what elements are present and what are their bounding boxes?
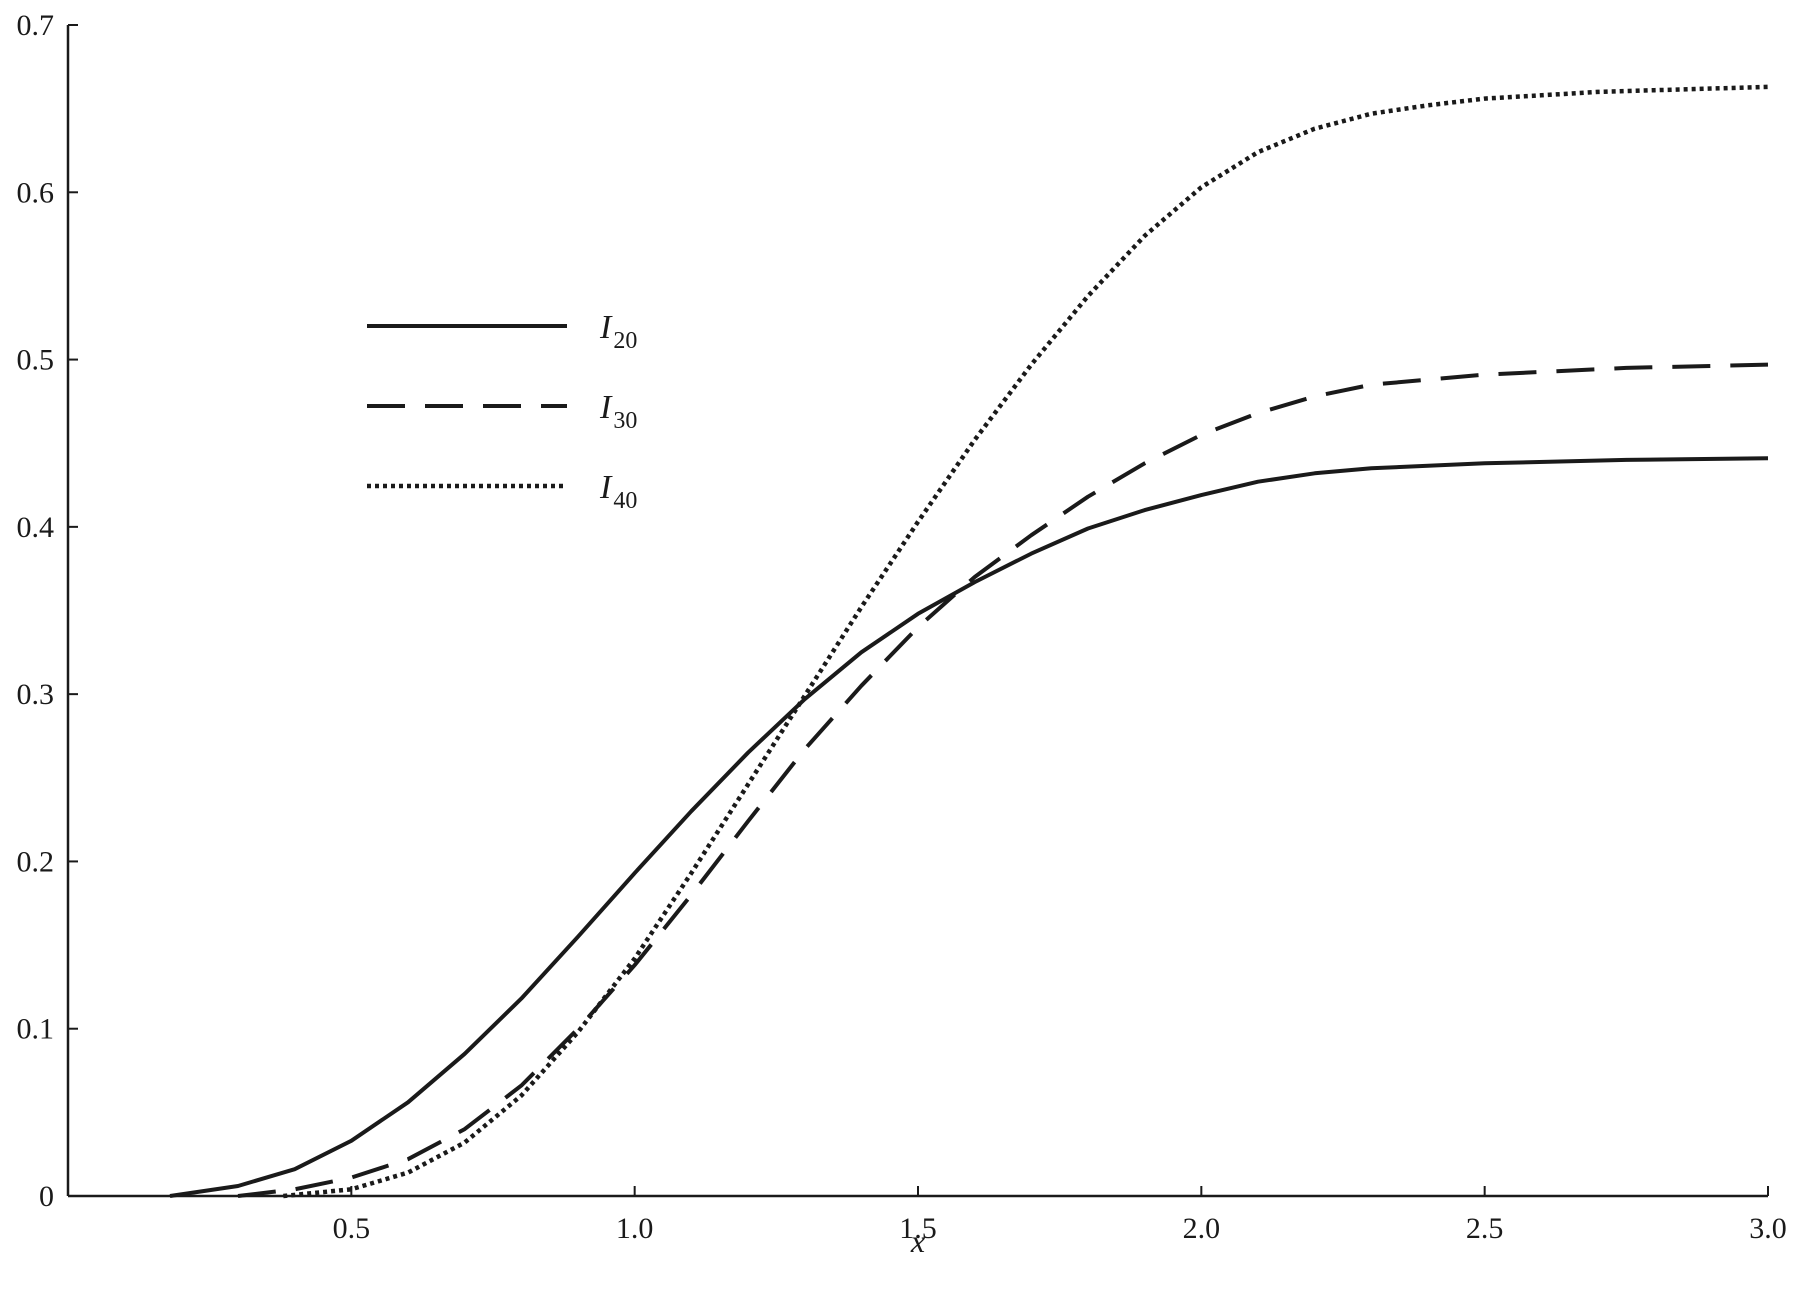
series-line-20 (169, 456, 1769, 1198)
axes (66, 25, 1768, 1198)
legend-label-30: I30 (599, 389, 637, 434)
plot-lines (169, 84, 1769, 1199)
legend-subscript: 40 (613, 488, 637, 514)
series-line-40 (283, 84, 1769, 1199)
legend: I20 I30 I40 (367, 309, 637, 514)
legend-label-20: I20 (599, 309, 637, 354)
x-tick-label: 3.0 (1749, 1212, 1787, 1245)
y-tick-label: 0.2 (17, 845, 55, 878)
x-tick-label: 2.0 (1183, 1212, 1221, 1245)
legend-subscript: 20 (613, 328, 637, 354)
x-tick-label: 0.5 (333, 1212, 371, 1245)
y-tick-label: 0.5 (17, 344, 55, 377)
y-tick-label: 0.1 (17, 1013, 55, 1046)
y-tick-label: 0.7 (17, 9, 55, 42)
y-tick-label: 0.4 (17, 511, 55, 544)
y-tick-label: 0.6 (17, 176, 55, 209)
y-tick-label: 0.3 (17, 678, 55, 711)
y-axis-ticks: 0 0.1 0.2 0.3 0.4 0.5 0.6 0.7 (17, 9, 78, 1213)
series-line-30 (237, 362, 1769, 1198)
x-tick-label: 1.5 (899, 1212, 937, 1245)
legend-subscript: 30 (613, 408, 637, 434)
x-tick-label: 2.5 (1466, 1212, 1504, 1245)
x-axis-ticks: 0.5 1.0 1.5 2.0 2.5 3.0 (333, 1186, 1787, 1245)
x-axis-title: x (910, 1223, 925, 1259)
legend-label-40: I40 (599, 469, 637, 514)
y-tick-label: 0 (39, 1180, 54, 1213)
x-tick-label: 1.0 (616, 1212, 654, 1245)
